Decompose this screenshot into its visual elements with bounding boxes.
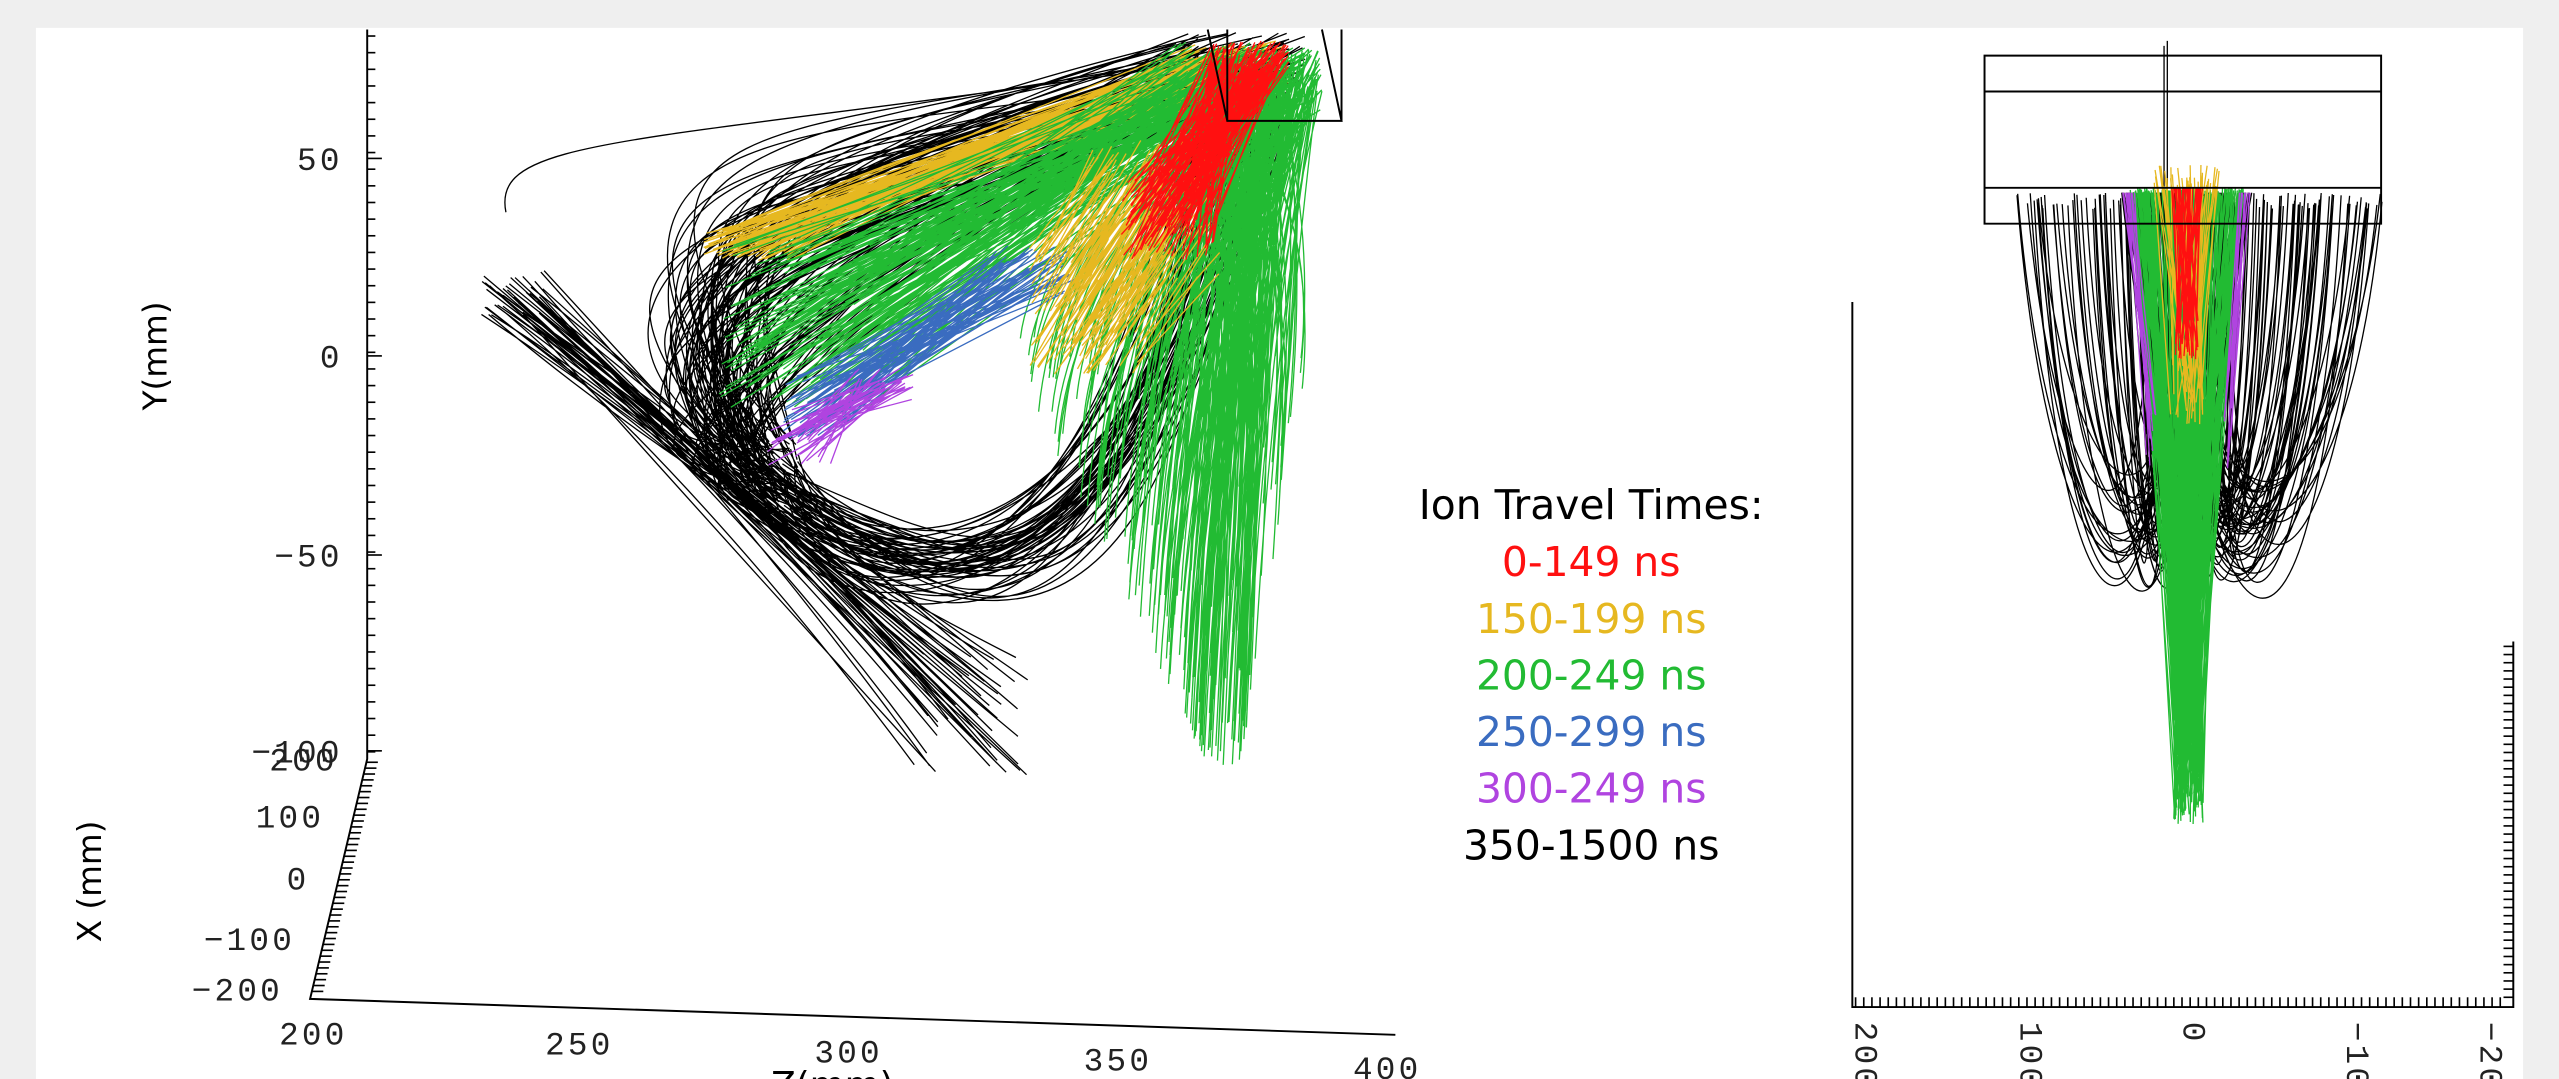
x-axis-label: X (mm) xyxy=(71,821,109,943)
x-tick-label: −200 xyxy=(192,974,283,1011)
x-tick-label: −100 xyxy=(204,923,295,960)
x-tick-label: 0 xyxy=(287,863,310,900)
z-tick-label: 200 xyxy=(279,1018,348,1055)
right-x-tick-label: 200 xyxy=(1846,1022,1883,1079)
y-tick-label: 50 xyxy=(297,143,343,180)
z-tick-label: 300 xyxy=(814,1036,883,1073)
x-tick-label: 100 xyxy=(256,801,325,838)
legend-item: 150-199 ns xyxy=(1476,595,1707,643)
legend-item: 0-149 ns xyxy=(1502,538,1681,586)
right-x-tick-label: 100 xyxy=(2010,1022,2047,1079)
right-x-tick-label: 0 xyxy=(2174,1022,2211,1045)
z-tick-label: 350 xyxy=(1084,1044,1153,1079)
right-x-tick-label: −200 xyxy=(2471,1022,2508,1079)
y-tick-label: 0 xyxy=(320,340,343,377)
right-x-tick-label: −100 xyxy=(2337,1022,2374,1079)
legend-item: 200-249 ns xyxy=(1476,651,1707,699)
legend-item: 300-249 ns xyxy=(1476,765,1707,813)
z-tick-label: 250 xyxy=(545,1027,614,1064)
legend-item: 250-299 ns xyxy=(1476,708,1707,756)
y-tick-label: −50 xyxy=(274,539,343,576)
y-axis-label: Y(mm) xyxy=(136,301,174,411)
legend-item: 350-1500 ns xyxy=(1463,821,1720,869)
z-tick-label: 400 xyxy=(1353,1052,1422,1079)
x-tick-label: 200 xyxy=(269,743,338,780)
legend-title: Ion Travel Times: xyxy=(1419,481,1764,529)
figure: Y(mm) X (mm) Z(mm) Ion Travel Times: 0-1… xyxy=(0,0,2559,1079)
